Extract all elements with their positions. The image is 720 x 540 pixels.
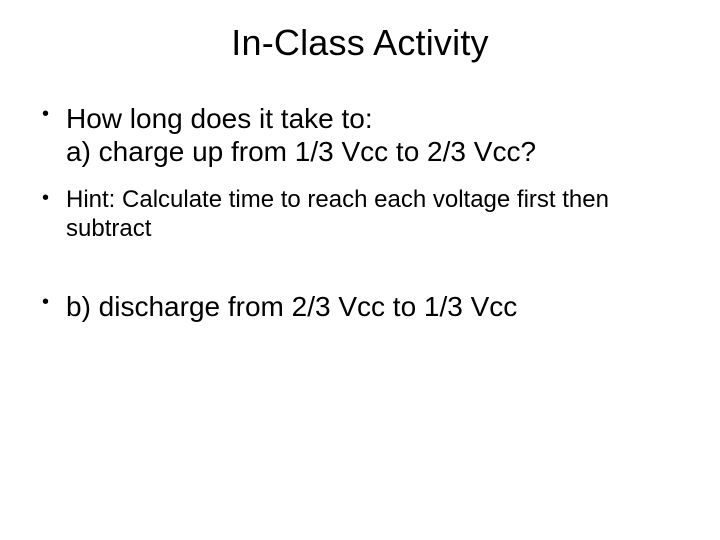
bullet-subtext: a) charge up from 1/3 Vcc to 2/3 Vcc? bbox=[66, 135, 684, 168]
bullet-list: How long does it take to: a) charge up f… bbox=[36, 102, 684, 244]
bullet-item: Hint: Calculate time to reach each volta… bbox=[36, 186, 684, 244]
bullet-text: How long does it take to: bbox=[66, 103, 373, 134]
bullet-item: How long does it take to: a) charge up f… bbox=[36, 102, 684, 168]
bullet-text: Hint: Calculate time to reach each volta… bbox=[66, 186, 609, 242]
slide-title: In-Class Activity bbox=[36, 22, 684, 64]
bullet-list: b) discharge from 2/3 Vcc to 1/3 Vcc bbox=[36, 290, 684, 323]
slide: In-Class Activity How long does it take … bbox=[0, 0, 720, 540]
bullet-text: b) discharge from 2/3 Vcc to 1/3 Vcc bbox=[66, 291, 517, 322]
spacer bbox=[36, 262, 684, 290]
bullet-item: b) discharge from 2/3 Vcc to 1/3 Vcc bbox=[36, 290, 684, 323]
